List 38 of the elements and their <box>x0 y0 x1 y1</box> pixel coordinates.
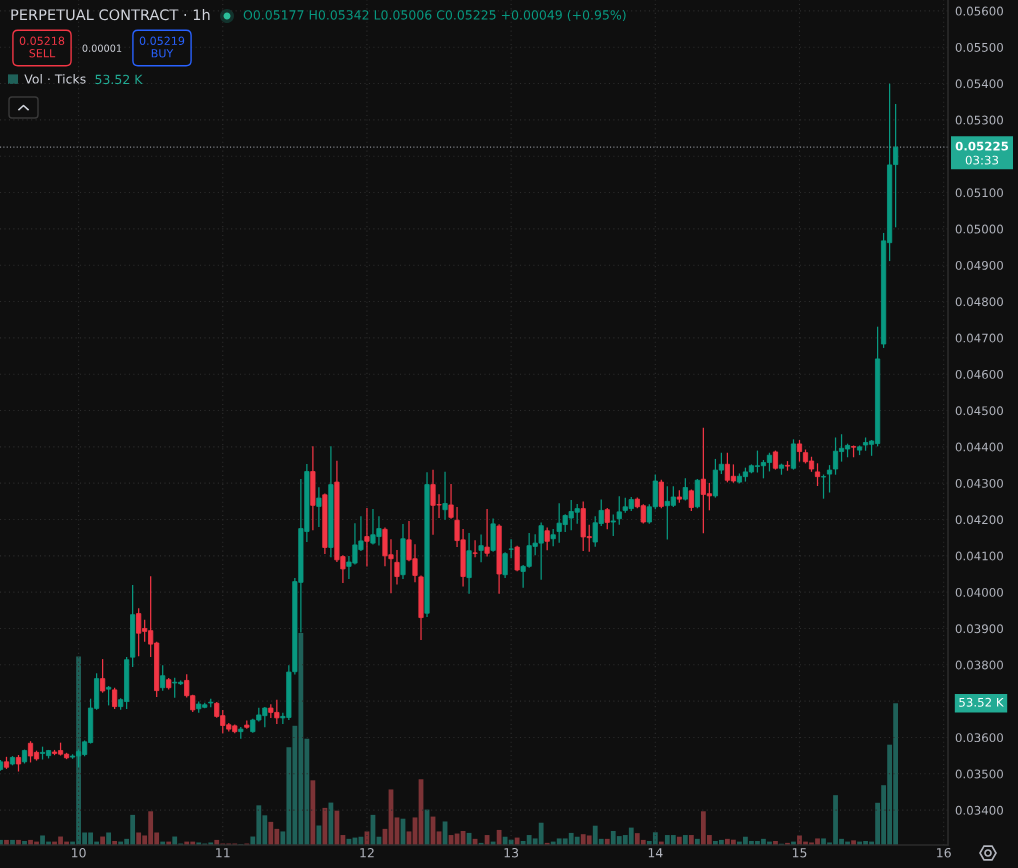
y-tick-label: 0.03800 <box>955 660 1003 670</box>
y-tick-label: 0.05300 <box>955 115 1003 125</box>
y-tick-label: 0.04600 <box>955 369 1003 379</box>
x-tick-label: 15 <box>792 848 807 858</box>
x-tick-label: 16 <box>937 848 951 858</box>
y-tick-label: 0.04100 <box>955 551 1003 561</box>
legend-label: Vol · Ticks <box>24 74 86 84</box>
text: PERPETUAL CONTRACT · 1h <box>11 8 210 21</box>
y-tick-label: 0.04800 <box>955 297 1003 307</box>
annotation: O0.05177 H0.05342 L0.05006 C0.05225 +0.00049 (+0.95%) <box>243 9 626 22</box>
x-tick-label: 14 <box>648 848 663 858</box>
y-tick-label: 0.03900 <box>955 624 1003 634</box>
y-tick-label: 0.05000 <box>955 224 1003 234</box>
x-tick-label: 13 <box>504 848 519 858</box>
ref-line-label: 0.05225 <box>955 141 1009 151</box>
y-tick-label: 0.03600 <box>955 733 1003 743</box>
y-tick-label: 0.05500 <box>955 42 1003 52</box>
y-tick-label: 0.04000 <box>955 587 1003 597</box>
y-tick-label: 0.04400 <box>955 442 1003 452</box>
x-tick-label: 11 <box>216 848 230 858</box>
y-tick-label: 0.05600 <box>955 6 1003 16</box>
y-tick-label: 0.04900 <box>955 260 1003 270</box>
y-tick-label: 0.04200 <box>955 515 1003 525</box>
y-tick-label: 0.03500 <box>955 769 1003 779</box>
y-tick-label: 0.04700 <box>955 333 1003 343</box>
x-tick-label: 10 <box>72 848 86 858</box>
text: 53.52 K <box>95 74 143 85</box>
text: 53.52 K <box>959 697 1004 707</box>
annotation: 0.00001 <box>82 44 122 52</box>
text: 03:33 <box>965 155 999 165</box>
x-tick-label: 12 <box>360 848 374 858</box>
annotation: 0.05219 BUY <box>139 36 185 58</box>
y-tick-label: 0.04500 <box>955 406 1003 416</box>
y-tick-label: 0.05100 <box>955 188 1003 198</box>
annotation: 0.05218 SELL <box>19 36 65 58</box>
y-tick-label: 0.05400 <box>955 79 1003 89</box>
y-tick-label: 0.04300 <box>955 478 1003 488</box>
y-tick-label: 0.03400 <box>955 805 1003 815</box>
